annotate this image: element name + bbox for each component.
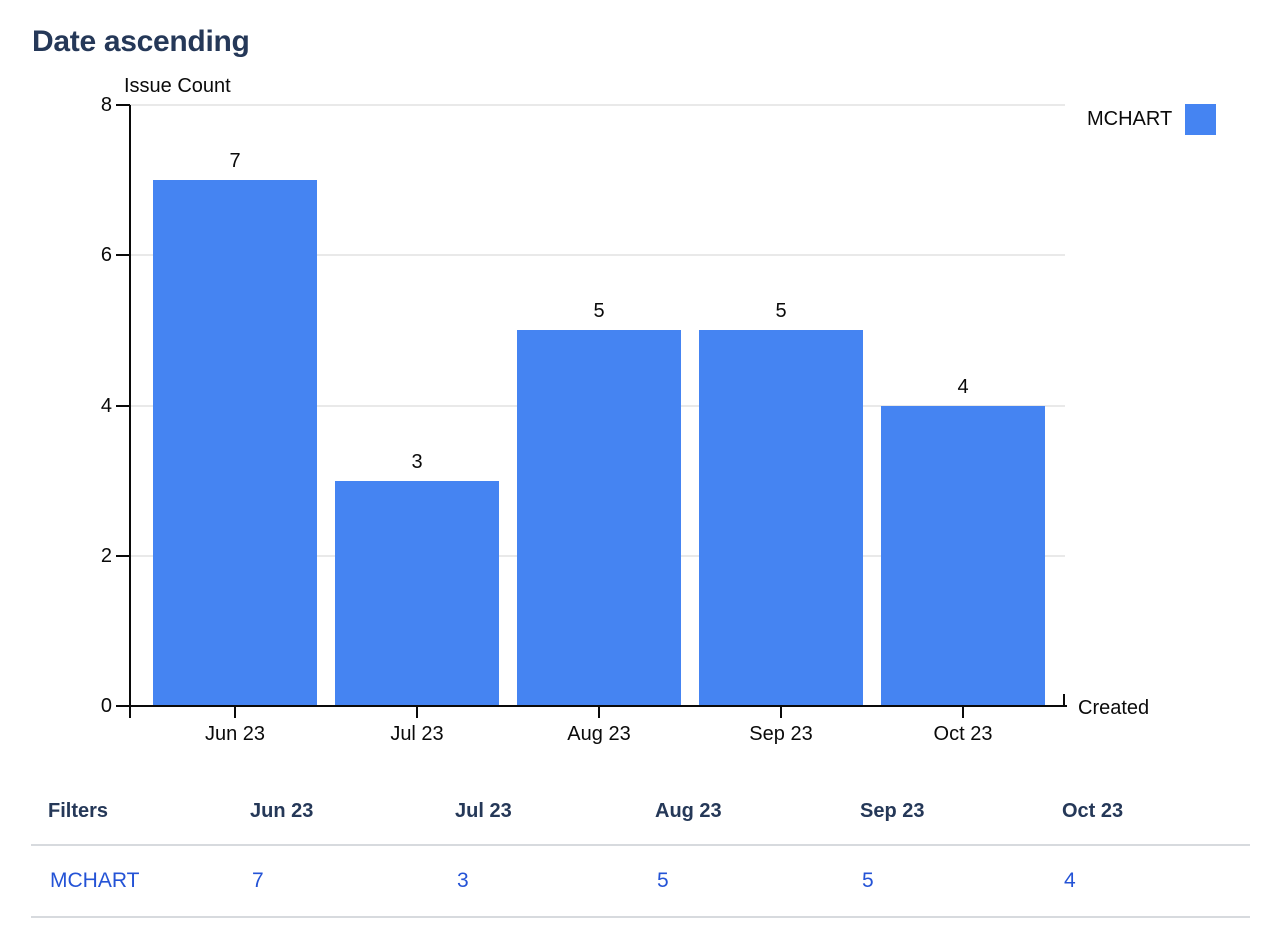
table-header-cell: Filters [48,800,109,822]
y-axis-origin-tick [129,707,131,718]
bar-value-label: 5 [775,300,787,323]
bar[interactable] [335,480,499,705]
y-tick [116,254,130,257]
y-tick-label: 6 [100,244,112,267]
y-tick-label: 2 [100,544,112,567]
table-value-cell[interactable]: 5 [657,869,669,892]
bar-value-label: 5 [593,300,605,323]
x-tick [416,707,418,718]
x-tick-label: Oct 23 [933,723,993,745]
bar[interactable] [153,180,317,705]
table-value-cell[interactable]: 5 [862,869,874,892]
y-tick-label: 4 [100,394,112,417]
x-axis-title: Created [1078,697,1150,719]
x-tick-label: Jun 23 [204,723,266,745]
y-tick [116,705,130,707]
y-tick [116,554,130,557]
x-tick-label: Aug 23 [567,723,631,745]
table-header-cell: Oct 23 [1062,800,1124,822]
table-value-cell[interactable]: 4 [1064,869,1076,892]
x-tick [598,707,600,718]
bar[interactable] [517,330,681,705]
gridline [130,254,1065,257]
x-tick [962,707,964,718]
x-tick-label: Jul 23 [390,723,444,745]
bar-value-label: 4 [957,375,969,398]
table-value-cell[interactable]: 7 [252,869,264,892]
x-axis-end-tick [1063,694,1065,706]
table-header-cell: Jun 23 [250,800,314,822]
table-header-cell: Aug 23 [655,800,722,822]
bar-value-label: 3 [411,450,423,473]
page-title: Date ascending [32,25,250,58]
y-tick [116,404,130,407]
bar[interactable] [881,405,1045,705]
x-tick [234,707,236,718]
x-tick-label: Sep 23 [749,723,813,745]
gridline [130,104,1065,106]
bar[interactable] [699,330,863,705]
table-row-divider [31,916,1250,918]
y-tick [116,104,130,106]
x-axis-line [129,705,1067,707]
table-header-cell: Sep 23 [860,800,925,822]
y-tick-label: 0 [100,695,112,717]
y-axis-line [129,105,131,707]
y-tick-label: 8 [100,94,112,116]
table-value-cell[interactable]: 3 [457,869,469,892]
filter-link[interactable]: MCHART [50,869,140,892]
table-header-divider [31,844,1250,846]
y-axis-title: Issue Count [124,75,231,97]
bar-value-label: 7 [229,150,241,173]
legend-swatch-icon[interactable] [1185,104,1217,135]
table-header-cell: Jul 23 [455,800,512,822]
legend[interactable]: MCHART [1087,104,1217,135]
legend-label[interactable]: MCHART [1087,108,1173,130]
x-tick [780,707,782,718]
